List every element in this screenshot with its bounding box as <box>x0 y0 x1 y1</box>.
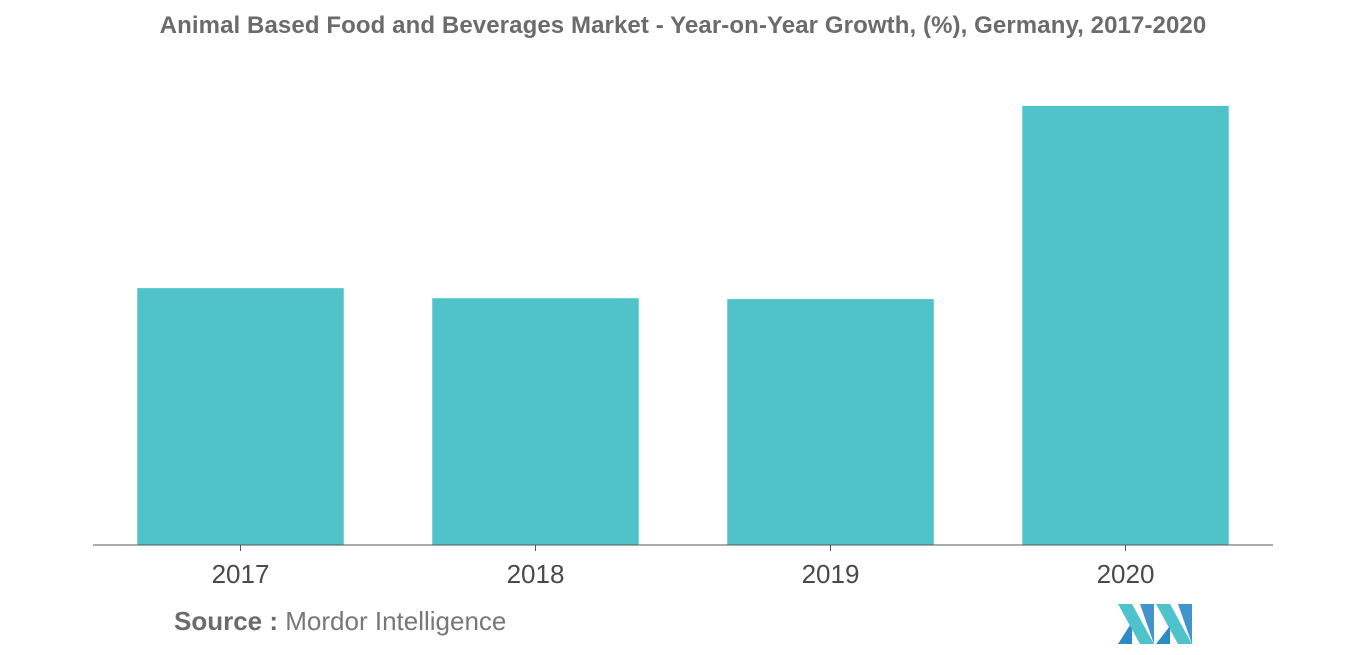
x-tick-label-2017: 2017 <box>212 559 270 589</box>
bar-2020 <box>1022 105 1229 545</box>
bars-group <box>137 105 1229 545</box>
x-tick-label-2018: 2018 <box>507 559 565 589</box>
source-note: Source : Mordor Intelligence <box>174 606 506 637</box>
bar-2019 <box>727 299 934 545</box>
x-ticks-group <box>240 545 1126 551</box>
x-tick-label-2020: 2020 <box>1097 559 1155 589</box>
bar-2018 <box>432 298 639 545</box>
x-tick-labels-group: 2017 2018 2019 2020 <box>212 559 1155 589</box>
x-tick-label-2019: 2019 <box>802 559 860 589</box>
mordor-intelligence-logo-icon <box>1118 604 1192 644</box>
bar-2017 <box>137 288 344 545</box>
source-text: Mordor Intelligence <box>285 606 507 636</box>
source-label: Source : <box>174 606 279 636</box>
chart-title: Animal Based Food and Beverages Market -… <box>159 12 1207 39</box>
bar-chart: 2017 2018 2019 2020 <box>93 105 1273 589</box>
